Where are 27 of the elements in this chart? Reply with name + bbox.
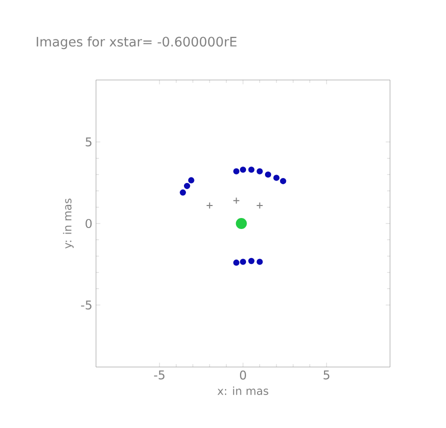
point	[236, 218, 247, 229]
point	[248, 258, 254, 264]
x-axis-title: x: in mas	[218, 386, 268, 395]
point	[264, 171, 272, 178]
y-tick-label: -5	[81, 300, 92, 310]
point	[188, 177, 194, 184]
y-tick-label: 0	[86, 218, 92, 228]
point	[184, 182, 190, 190]
point	[232, 197, 240, 204]
x-tick-label: 5	[324, 370, 330, 380]
chart-title: Images for xstar= -0.600000rE	[36, 36, 236, 50]
point	[248, 166, 254, 173]
x-tick-label: -5	[154, 370, 164, 380]
y-axis-title: y: in mas	[62, 198, 74, 249]
point	[256, 168, 263, 174]
point	[256, 258, 263, 265]
y-tick-label: 5	[86, 137, 92, 146]
point	[280, 178, 286, 184]
point	[240, 166, 246, 173]
point	[240, 258, 246, 265]
x-tick-label: 0	[240, 370, 246, 380]
point	[233, 260, 240, 266]
point	[206, 202, 214, 210]
point	[273, 174, 280, 181]
point	[233, 168, 240, 174]
point	[256, 202, 264, 210]
point	[180, 189, 186, 196]
